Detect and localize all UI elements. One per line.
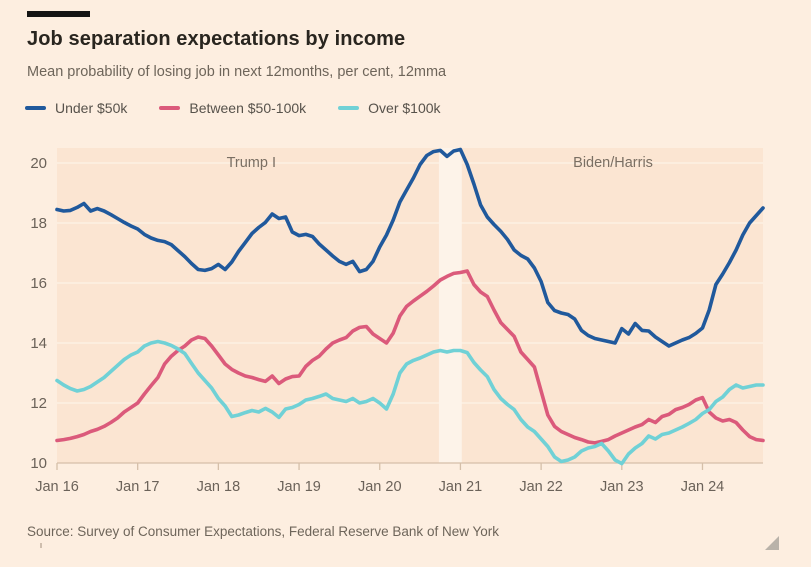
y-tick-label-16: 16 [30, 275, 47, 292]
source-note: Source: Survey of Consumer Expectations,… [27, 524, 499, 539]
x-tick-label-jan-23: Jan 23 [600, 479, 644, 495]
series-line-under-50k [55, 147, 765, 348]
y-tick-label-14: 14 [30, 335, 47, 352]
legend-label-between-50-100k: Between $50-100k [189, 100, 307, 116]
x-tick-label-jan-18: Jan 18 [197, 479, 241, 495]
x-tick-label-jan-19: Jan 19 [277, 479, 321, 495]
series-line-between-50-100k [55, 269, 765, 445]
x-tick-label-jan-24: Jan 24 [681, 479, 725, 495]
legend-swatch-under-50k-icon [25, 106, 46, 110]
chart-title: Job separation expectations by income [27, 28, 406, 50]
highlight-band [438, 148, 462, 463]
legend-swatch-over-100k-icon [338, 106, 360, 110]
x-tick-label-jan-17: Jan 17 [116, 479, 160, 495]
chart-subtitle: Mean probability of losing job in next 1… [27, 64, 447, 80]
legend-label-over-100k: Over $100k [368, 100, 441, 116]
annotation-trump-i: Trump I [227, 155, 276, 171]
y-tick-label-18: 18 [30, 215, 47, 232]
annotation-biden-harris: Biden/Harris [573, 155, 653, 171]
y-tick-label-10: 10 [30, 455, 47, 472]
resize-handle-icon[interactable] [765, 536, 779, 550]
legend-swatch-between-50-100k-icon [159, 106, 181, 110]
artifact-mark [40, 543, 42, 548]
legend-item-over-100k: Over $100k [338, 100, 441, 116]
x-tick-label-jan-20: Jan 20 [358, 479, 402, 495]
x-tick-label-jan-22: Jan 22 [519, 479, 563, 495]
series-line-over-100k [55, 339, 765, 466]
legend: Under $50k Between $50-100k Over $100k [25, 100, 441, 116]
y-tick-label-20: 20 [30, 155, 47, 172]
y-tick-label-12: 12 [30, 395, 47, 412]
x-tick-label-jan-16: Jan 16 [35, 479, 79, 495]
legend-item-under-50k: Under $50k [25, 100, 127, 116]
title-rule [27, 11, 90, 17]
x-tick-label-jan-21: Jan 21 [439, 479, 483, 495]
legend-item-between-50-100k: Between $50-100k [159, 100, 306, 116]
legend-label-under-50k: Under $50k [55, 100, 128, 116]
